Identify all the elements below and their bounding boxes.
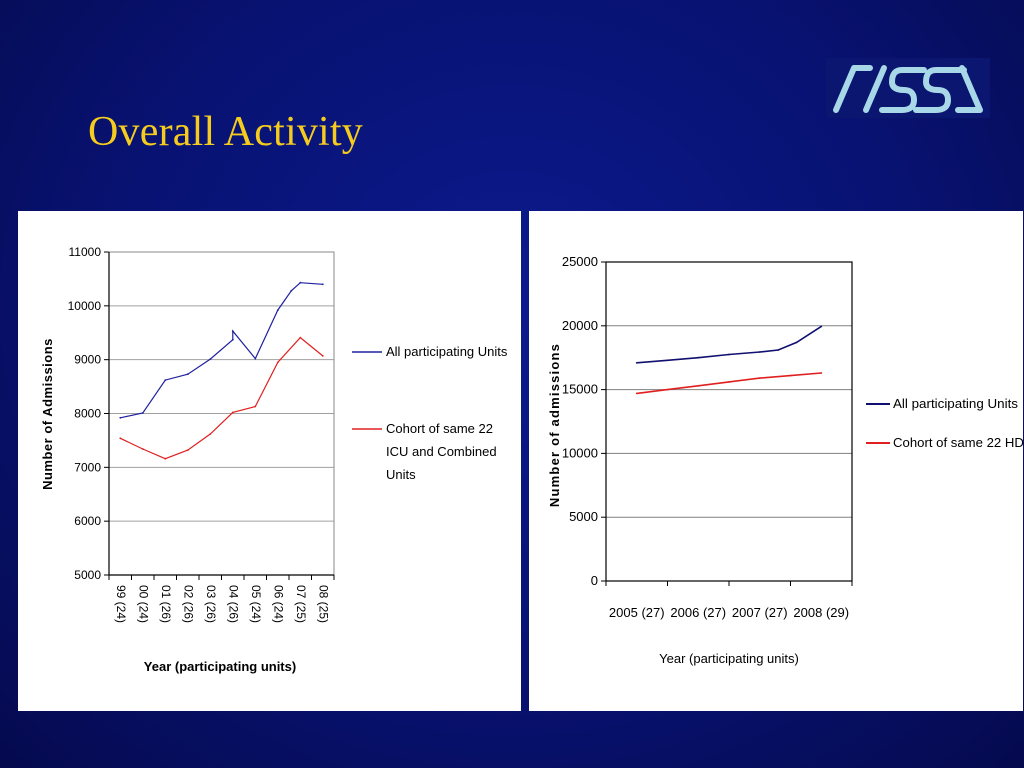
data-point	[777, 349, 780, 351]
data-point	[119, 416, 122, 419]
x-category-label: 99 (24)	[114, 585, 128, 623]
admissions-chart-hdu: 25000 20000 15000 10000 5000 0 2005 (27) 2006 (…	[547, 254, 1023, 666]
y-tick-label: 10000	[68, 299, 102, 313]
y-tick-label: 10000	[562, 445, 598, 460]
data-point	[209, 433, 212, 435]
data-point	[758, 377, 761, 379]
x-category-label: 00 (24)	[137, 585, 151, 623]
data-point	[795, 341, 798, 344]
slide-title: Overall Activity	[88, 109, 363, 155]
data-point	[728, 353, 730, 356]
data-point	[697, 356, 700, 359]
data-point	[231, 330, 234, 332]
y-tick-label: 5000	[74, 568, 101, 582]
x-axis-title: Year (participating units)	[144, 659, 296, 674]
data-point	[789, 374, 792, 377]
data-point	[119, 437, 122, 440]
legend-label: Units	[386, 467, 416, 482]
data-point	[254, 405, 257, 408]
y-tick-label: 7000	[74, 460, 101, 474]
data-point	[186, 373, 189, 376]
y-tick-label: 9000	[74, 353, 101, 367]
x-category-label: 06 (24)	[272, 585, 286, 623]
x-category-label: 2008 (29)	[793, 605, 849, 620]
chart-panel-right: 25000 20000 15000 10000 5000 0 2005 (27) 2006 (…	[529, 211, 1023, 711]
data-point	[276, 361, 279, 364]
data-point	[728, 381, 730, 383]
data-point	[299, 336, 302, 339]
x-category-label: 07 (25)	[294, 585, 308, 623]
data-point	[164, 457, 167, 460]
data-point	[231, 411, 234, 414]
data-point	[141, 448, 144, 450]
iss-logo	[826, 58, 990, 118]
data-point	[321, 355, 324, 357]
legend-label: ICU and Combined	[386, 444, 497, 459]
x-category-label: 04 (26)	[227, 585, 241, 623]
data-point	[299, 281, 302, 284]
y-tick-label: 11000	[69, 245, 102, 259]
y-tick-label: 5000	[569, 509, 598, 524]
series-line-1	[120, 282, 323, 419]
x-category-label: 01 (26)	[159, 585, 173, 623]
data-point	[141, 412, 144, 414]
data-point	[820, 372, 823, 374]
series-line-1	[636, 325, 822, 364]
x-category-label: 05 (24)	[249, 585, 263, 623]
data-point	[635, 392, 638, 395]
y-tick-label: 20000	[562, 318, 598, 333]
x-category-label: 03 (26)	[204, 585, 218, 623]
data-point	[321, 283, 324, 286]
data-point	[635, 361, 638, 364]
series-line-2	[636, 372, 822, 395]
y-axis-title: Number of Admissions	[40, 338, 55, 490]
x-category-label: 02 (26)	[182, 585, 196, 623]
y-tick-label: 15000	[562, 382, 598, 397]
data-point	[209, 358, 212, 360]
plot-area-frame	[605, 261, 853, 582]
series-line-2	[120, 336, 324, 460]
data-point	[276, 309, 279, 311]
data-point	[758, 351, 761, 353]
data-point	[820, 325, 823, 328]
admissions-chart-icu: 11000 10000 9000 8000 7000 6000 5000 99 (24) 00 …	[40, 245, 508, 674]
x-category-label: 2005 (27)	[609, 605, 665, 620]
data-point	[254, 357, 257, 360]
data-point	[697, 384, 700, 387]
legend-label: All participating Units	[893, 396, 1019, 411]
x-category-label: 2006 (27)	[670, 605, 726, 620]
iss-logo-mark	[833, 65, 983, 113]
y-tick-label: 8000	[74, 407, 101, 421]
data-point	[666, 359, 669, 362]
y-tick-label: 25000	[562, 254, 598, 269]
legend-label: Cohort of same 22 HDUs	[893, 435, 1023, 450]
x-axis-title: Year (participating units)	[659, 651, 799, 666]
data-point	[290, 289, 293, 292]
chart-panel-left: 11000 10000 9000 8000 7000 6000 5000 99 (24) 00 …	[18, 211, 521, 711]
data-point	[666, 388, 669, 391]
data-point	[231, 338, 234, 341]
legend-label: All participating Units	[386, 344, 508, 359]
data-point	[164, 379, 167, 381]
y-axis-title: Number of admissions	[547, 343, 562, 507]
data-point	[186, 449, 189, 451]
x-category-label: 08 (25)	[317, 585, 331, 623]
x-category-label: 2007 (27)	[732, 605, 788, 620]
y-tick-label: 6000	[74, 514, 101, 528]
y-tick-label: 0	[591, 573, 598, 588]
legend-label: Cohort of same 22	[386, 421, 493, 436]
